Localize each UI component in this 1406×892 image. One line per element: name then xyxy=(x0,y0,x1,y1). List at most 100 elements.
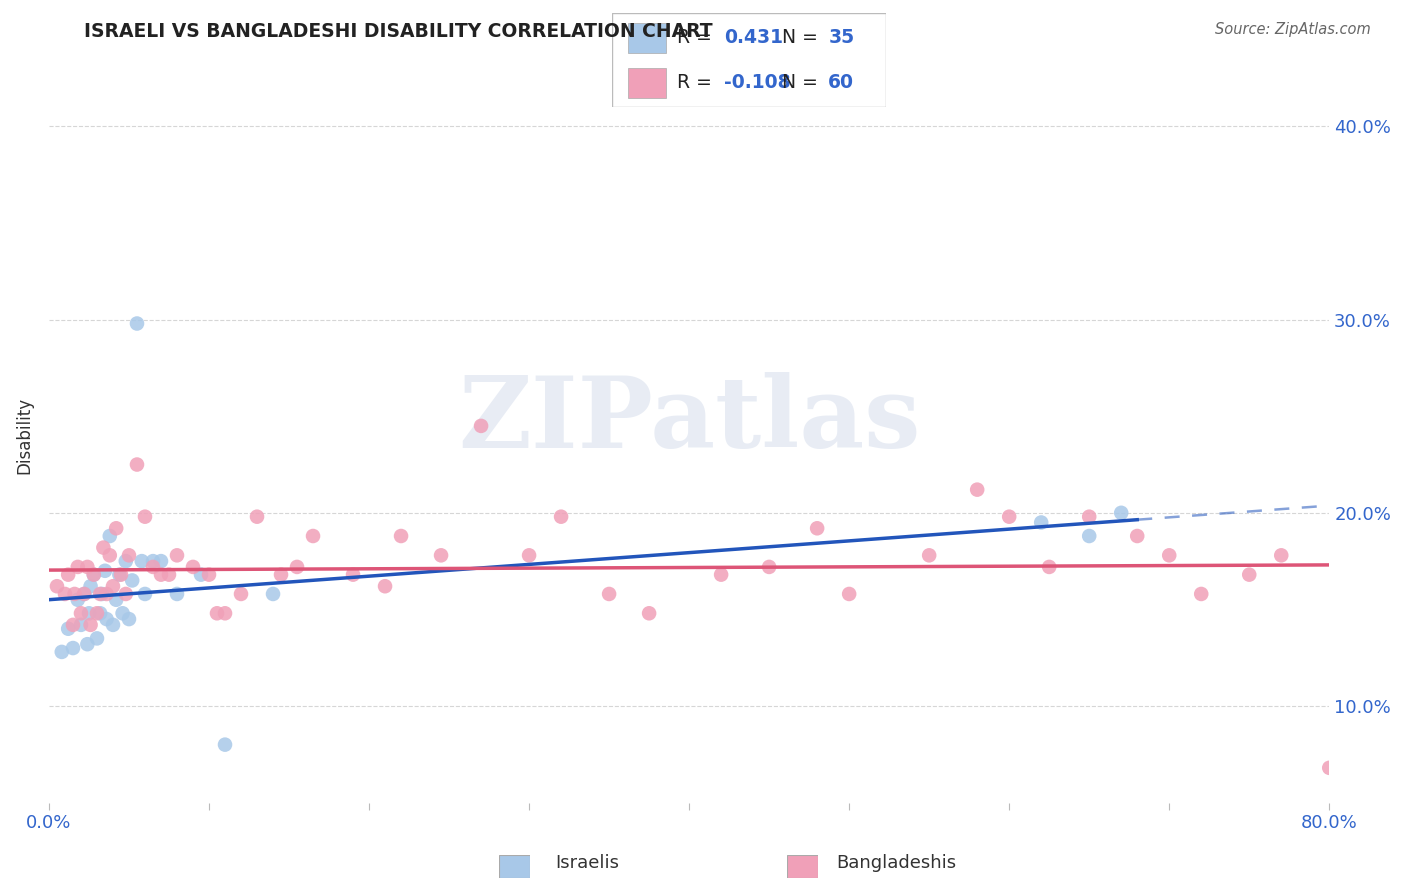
Point xyxy=(205,607,228,621)
Point xyxy=(1159,549,1181,563)
Point xyxy=(66,592,89,607)
Point xyxy=(70,618,93,632)
Point xyxy=(89,587,111,601)
Point xyxy=(142,560,165,574)
Point xyxy=(638,607,661,621)
Point xyxy=(262,587,284,601)
Point xyxy=(66,560,89,574)
Point xyxy=(73,587,96,601)
Point xyxy=(1126,529,1149,543)
Point xyxy=(83,567,105,582)
Text: R =: R = xyxy=(678,73,718,92)
Point xyxy=(229,587,252,601)
Point xyxy=(89,607,111,621)
Point xyxy=(56,567,79,582)
Point xyxy=(105,521,128,535)
Point xyxy=(302,529,325,543)
Text: R =: R = xyxy=(678,29,718,47)
Point xyxy=(1031,516,1053,530)
Point xyxy=(98,549,121,563)
Point xyxy=(1239,567,1261,582)
Point xyxy=(246,509,269,524)
Point xyxy=(470,418,492,433)
Text: Israelis: Israelis xyxy=(555,855,620,872)
Point xyxy=(125,458,148,472)
Point xyxy=(806,521,828,535)
Text: ISRAELI VS BANGLADESHI DISABILITY CORRELATION CHART: ISRAELI VS BANGLADESHI DISABILITY CORREL… xyxy=(84,22,713,41)
Point xyxy=(86,632,108,646)
Text: N =: N = xyxy=(782,73,824,92)
Point xyxy=(198,567,221,582)
Point xyxy=(96,612,118,626)
Point xyxy=(101,618,124,632)
Point xyxy=(101,579,124,593)
Text: -0.108: -0.108 xyxy=(724,73,790,92)
Point xyxy=(838,587,860,601)
Point xyxy=(83,567,105,582)
Point xyxy=(285,560,308,574)
Point xyxy=(758,560,780,574)
Point xyxy=(1078,529,1101,543)
Point xyxy=(157,567,180,582)
Point xyxy=(142,554,165,568)
Point xyxy=(98,529,121,543)
Point xyxy=(90,587,112,601)
Point xyxy=(125,317,148,331)
Point xyxy=(550,509,572,524)
Point xyxy=(73,587,96,601)
Point xyxy=(710,567,733,582)
Point xyxy=(389,529,412,543)
Point xyxy=(63,587,86,601)
Point xyxy=(114,554,136,568)
Point xyxy=(1078,509,1101,524)
Point xyxy=(270,567,292,582)
Point xyxy=(86,607,108,621)
Point xyxy=(134,509,156,524)
Point xyxy=(214,607,236,621)
Point xyxy=(181,560,204,574)
Point xyxy=(166,549,188,563)
Point xyxy=(111,607,134,621)
Point xyxy=(110,567,132,582)
Text: N =: N = xyxy=(782,29,824,47)
Point xyxy=(56,622,79,636)
Y-axis label: Disability: Disability xyxy=(15,397,32,475)
Point xyxy=(131,554,153,568)
Point xyxy=(166,587,188,601)
Point xyxy=(62,618,84,632)
Point xyxy=(96,587,118,601)
Point xyxy=(77,607,100,621)
Bar xyxy=(628,22,666,53)
Point xyxy=(966,483,988,497)
Text: Source: ZipAtlas.com: Source: ZipAtlas.com xyxy=(1215,22,1371,37)
Point xyxy=(93,541,115,555)
Point xyxy=(1038,560,1060,574)
Point xyxy=(118,549,141,563)
Point xyxy=(134,587,156,601)
Point xyxy=(76,560,98,574)
Point xyxy=(51,645,73,659)
Point xyxy=(105,592,128,607)
Point xyxy=(998,509,1021,524)
Point xyxy=(62,641,84,656)
Point xyxy=(374,579,396,593)
Text: ZIPatlas: ZIPatlas xyxy=(458,372,921,469)
Point xyxy=(150,567,173,582)
Point xyxy=(1189,587,1212,601)
Point xyxy=(79,579,101,593)
Point xyxy=(1270,549,1292,563)
Text: 35: 35 xyxy=(828,29,855,47)
Bar xyxy=(628,68,666,98)
Point xyxy=(342,567,364,582)
Point xyxy=(430,549,453,563)
Point xyxy=(108,567,131,582)
Point xyxy=(70,607,93,621)
Point xyxy=(214,738,236,752)
Text: 60: 60 xyxy=(828,73,855,92)
Point xyxy=(1109,506,1132,520)
Point xyxy=(150,554,173,568)
Point xyxy=(46,579,69,593)
Point xyxy=(118,612,141,626)
Text: Bangladeshis: Bangladeshis xyxy=(837,855,956,872)
Point xyxy=(517,549,540,563)
